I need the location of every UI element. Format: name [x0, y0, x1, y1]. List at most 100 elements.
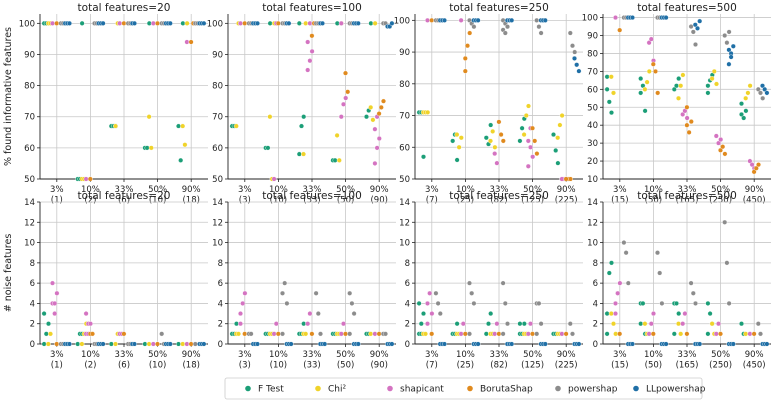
- point-llpowershap: [131, 341, 137, 347]
- x-tick-label: 90% (225): [555, 350, 578, 371]
- y-tick-label: 60: [212, 144, 223, 154]
- point-chi-: [642, 86, 648, 92]
- point-f-test: [705, 300, 711, 306]
- x-tick-label-line: (15): [611, 196, 628, 206]
- point-chi-: [456, 144, 462, 150]
- point-shapicant: [150, 20, 156, 26]
- point-powershap: [248, 331, 254, 337]
- point-chi-: [521, 132, 527, 138]
- x-tick-label-line: 50%: [523, 185, 542, 195]
- point-powershap: [280, 331, 286, 337]
- y-tick-label: 2: [218, 320, 223, 330]
- point-borutashap: [376, 111, 382, 117]
- point-powershap: [471, 300, 477, 306]
- point-llpowershap: [728, 54, 734, 60]
- y-tick-label: 30: [587, 139, 598, 149]
- y-tick-label: 2: [593, 320, 598, 330]
- point-powershap: [755, 321, 761, 327]
- point-powershap: [347, 290, 353, 296]
- point-llpowershap: [574, 62, 580, 68]
- y-tick-label: 0: [593, 340, 598, 350]
- x-tick-label-line: 10%: [644, 185, 663, 195]
- point-f-test: [296, 151, 302, 157]
- x-tick-label: 33% (165): [676, 350, 699, 371]
- point-shapicant: [372, 126, 378, 132]
- point-powershap: [625, 280, 631, 286]
- point-chi-: [425, 109, 431, 115]
- legend-marker-powershap: [555, 385, 561, 392]
- point-chi-: [676, 321, 682, 327]
- point-f-test: [142, 341, 148, 347]
- point-f-test: [296, 20, 302, 26]
- point-llpowershap: [254, 341, 260, 347]
- x-tick-label-line: (225): [555, 361, 578, 371]
- y-tick-label: 60: [24, 144, 35, 154]
- point-powershap: [159, 331, 165, 337]
- x-tick-label-line: (225): [555, 196, 578, 206]
- point-shapicant: [237, 311, 243, 317]
- point-shapicant: [458, 17, 464, 23]
- point-shapicant: [525, 138, 531, 144]
- legend-frame: [224, 377, 703, 400]
- point-powershap: [505, 321, 511, 327]
- point-shapicant: [680, 321, 686, 327]
- point-llpowershap: [576, 341, 582, 347]
- point-chi-: [678, 331, 684, 337]
- point-shapicant: [307, 58, 313, 64]
- point-powershap: [505, 24, 511, 30]
- point-powershap: [534, 331, 540, 337]
- point-llpowershap: [730, 341, 736, 347]
- point-borutashap: [345, 89, 351, 95]
- point-chi-: [608, 311, 614, 317]
- point-llpowershap: [697, 341, 703, 347]
- x-tick-label-line: 3%: [425, 185, 439, 195]
- point-borutashap: [530, 125, 536, 131]
- point-shapicant: [52, 300, 58, 306]
- y-tick-label: 6: [405, 279, 410, 289]
- y-tick-label: 60: [587, 85, 598, 95]
- x-tick-label-line: (82): [490, 196, 507, 206]
- x-tick-label-line: (90): [370, 361, 387, 371]
- x-tick-label: 3% (15): [611, 350, 628, 371]
- x-tick-label: 10% (10): [269, 350, 288, 371]
- point-llpowershap: [131, 20, 137, 26]
- point-borutashap: [467, 30, 473, 36]
- point-chi-: [180, 123, 186, 129]
- point-shapicant: [307, 311, 313, 317]
- point-powershap: [469, 290, 475, 296]
- point-llpowershap: [442, 341, 448, 347]
- point-borutashap: [54, 341, 60, 347]
- point-borutashap: [465, 43, 471, 49]
- y-tick-label: 80: [399, 80, 410, 90]
- point-powershap: [500, 331, 506, 337]
- point-f-test: [606, 270, 612, 276]
- y-tick-label: 100: [582, 14, 598, 24]
- point-borutashap: [462, 55, 468, 61]
- point-borutashap: [496, 331, 502, 337]
- point-powershap: [280, 290, 286, 296]
- point-llpowershap: [442, 17, 448, 23]
- x-tick-label: 90% (225): [555, 185, 578, 206]
- x-tick-label-line: (1): [51, 196, 63, 206]
- point-shapicant: [50, 280, 56, 286]
- point-borutashap: [532, 138, 538, 144]
- point-powershap: [534, 17, 540, 23]
- point-borutashap: [686, 129, 692, 135]
- point-llpowershap: [726, 47, 732, 53]
- panel-1: 50 60 70 80 90 100 3% (1) 10% (2) 33% (6) 50% (10) 90%…: [3, 2, 208, 206]
- point-chi-: [492, 144, 498, 150]
- x-tick-label-line: (7): [426, 361, 438, 371]
- point-llpowershap: [201, 341, 207, 347]
- point-powershap: [467, 280, 473, 286]
- point-f-test: [421, 311, 427, 317]
- point-shapicant: [271, 176, 277, 182]
- legend-label: BorutaShap: [480, 385, 533, 395]
- point-shapicant: [613, 15, 619, 21]
- x-tick-label-line: 90%: [557, 350, 576, 360]
- point-shapicant: [309, 48, 315, 54]
- x-tick-label-line: 33%: [678, 350, 697, 360]
- point-powershap: [722, 33, 728, 39]
- x-tick-label: 3% (3): [238, 185, 252, 206]
